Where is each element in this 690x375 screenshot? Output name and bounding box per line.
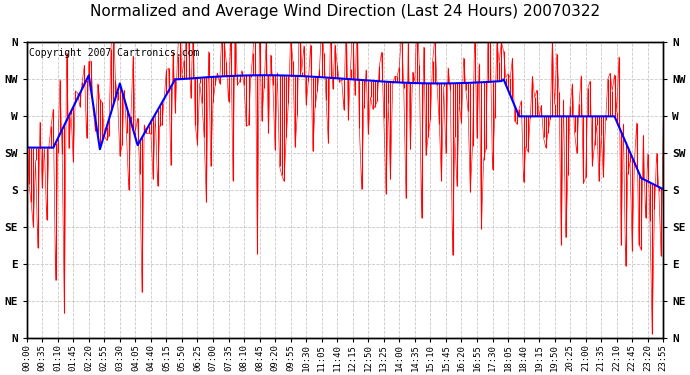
Text: Copyright 2007 Cartronics.com: Copyright 2007 Cartronics.com bbox=[29, 48, 199, 58]
Text: Normalized and Average Wind Direction (Last 24 Hours) 20070322: Normalized and Average Wind Direction (L… bbox=[90, 4, 600, 19]
